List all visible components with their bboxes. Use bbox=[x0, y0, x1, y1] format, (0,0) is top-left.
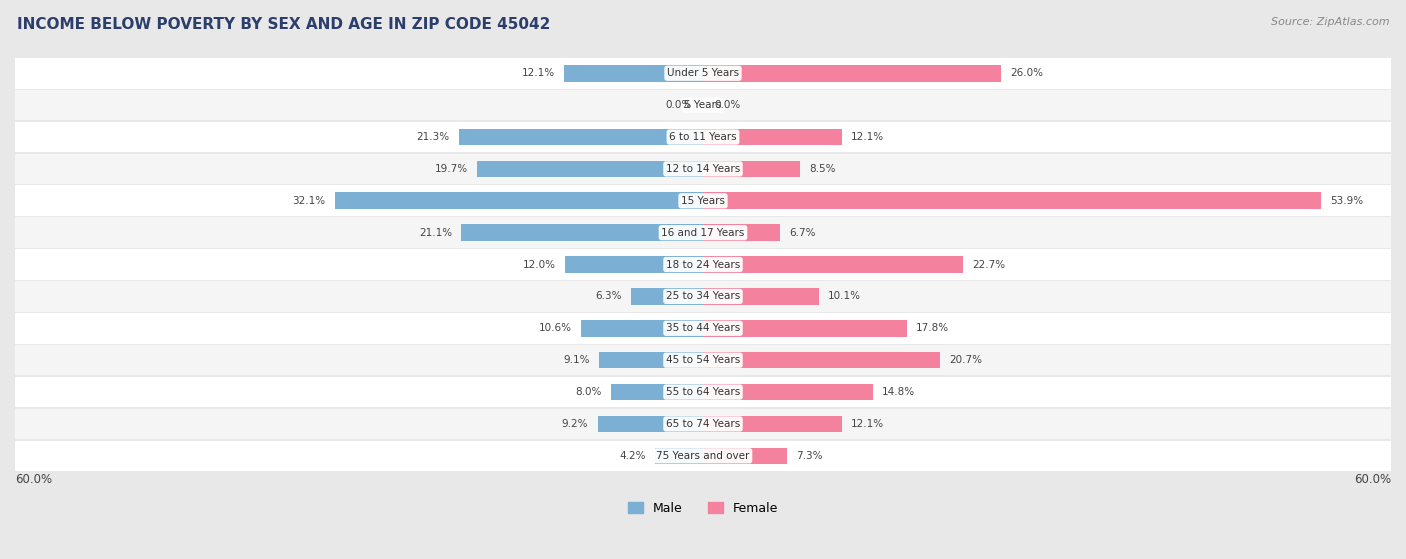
Bar bbox=[565, 256, 703, 273]
Bar bbox=[703, 448, 787, 464]
Bar bbox=[15, 440, 1391, 471]
Text: 6 to 11 Years: 6 to 11 Years bbox=[669, 132, 737, 142]
Text: 18 to 24 Years: 18 to 24 Years bbox=[666, 259, 740, 269]
Text: 45 to 54 Years: 45 to 54 Years bbox=[666, 355, 740, 365]
Text: 12 to 14 Years: 12 to 14 Years bbox=[666, 164, 740, 174]
Bar bbox=[15, 154, 1391, 184]
Text: 0.0%: 0.0% bbox=[714, 100, 741, 110]
Bar bbox=[703, 416, 842, 432]
Text: 65 to 74 Years: 65 to 74 Years bbox=[666, 419, 740, 429]
Text: 20.7%: 20.7% bbox=[949, 355, 983, 365]
Bar bbox=[15, 345, 1391, 376]
Bar bbox=[703, 352, 941, 368]
Text: 0.0%: 0.0% bbox=[665, 100, 692, 110]
Text: 12.1%: 12.1% bbox=[851, 419, 884, 429]
Text: 8.5%: 8.5% bbox=[810, 164, 837, 174]
Legend: Male, Female: Male, Female bbox=[628, 502, 778, 515]
Bar bbox=[703, 160, 800, 177]
Text: 9.1%: 9.1% bbox=[562, 355, 589, 365]
Text: INCOME BELOW POVERTY BY SEX AND AGE IN ZIP CODE 45042: INCOME BELOW POVERTY BY SEX AND AGE IN Z… bbox=[17, 17, 550, 32]
Bar bbox=[703, 129, 842, 145]
Text: 75 Years and over: 75 Years and over bbox=[657, 451, 749, 461]
Bar bbox=[703, 320, 907, 337]
Text: 15 Years: 15 Years bbox=[681, 196, 725, 206]
Text: 8.0%: 8.0% bbox=[575, 387, 602, 397]
Text: 26.0%: 26.0% bbox=[1011, 68, 1043, 78]
Text: 6.7%: 6.7% bbox=[789, 228, 815, 238]
Text: 6.3%: 6.3% bbox=[595, 291, 621, 301]
Bar bbox=[703, 192, 1322, 209]
Text: 12.1%: 12.1% bbox=[522, 68, 555, 78]
Bar bbox=[655, 448, 703, 464]
Bar bbox=[703, 65, 1001, 82]
Text: 21.3%: 21.3% bbox=[416, 132, 450, 142]
Text: 60.0%: 60.0% bbox=[1354, 473, 1391, 486]
Text: 35 to 44 Years: 35 to 44 Years bbox=[666, 323, 740, 333]
Text: 53.9%: 53.9% bbox=[1330, 196, 1364, 206]
Text: 60.0%: 60.0% bbox=[15, 473, 52, 486]
Text: 17.8%: 17.8% bbox=[917, 323, 949, 333]
Text: Source: ZipAtlas.com: Source: ZipAtlas.com bbox=[1271, 17, 1389, 27]
Text: 55 to 64 Years: 55 to 64 Years bbox=[666, 387, 740, 397]
Text: 10.1%: 10.1% bbox=[828, 291, 860, 301]
Bar bbox=[15, 313, 1391, 344]
Text: 10.6%: 10.6% bbox=[540, 323, 572, 333]
Bar bbox=[703, 256, 963, 273]
Bar bbox=[458, 129, 703, 145]
Text: 32.1%: 32.1% bbox=[292, 196, 326, 206]
Bar bbox=[477, 160, 703, 177]
Bar bbox=[564, 65, 703, 82]
Bar bbox=[703, 384, 873, 400]
Bar bbox=[582, 320, 703, 337]
Bar bbox=[15, 377, 1391, 408]
Bar bbox=[335, 192, 703, 209]
Bar bbox=[15, 249, 1391, 280]
Bar bbox=[15, 122, 1391, 152]
Bar bbox=[15, 281, 1391, 312]
Bar bbox=[15, 217, 1391, 248]
Bar bbox=[461, 224, 703, 241]
Text: 14.8%: 14.8% bbox=[882, 387, 915, 397]
Text: 25 to 34 Years: 25 to 34 Years bbox=[666, 291, 740, 301]
Text: 16 and 17 Years: 16 and 17 Years bbox=[661, 228, 745, 238]
Bar bbox=[703, 288, 818, 305]
Bar bbox=[598, 416, 703, 432]
Bar bbox=[15, 90, 1391, 120]
Bar bbox=[631, 288, 703, 305]
Text: 12.0%: 12.0% bbox=[523, 259, 557, 269]
Bar bbox=[15, 186, 1391, 216]
Text: 21.1%: 21.1% bbox=[419, 228, 451, 238]
Text: 12.1%: 12.1% bbox=[851, 132, 884, 142]
Text: 9.2%: 9.2% bbox=[562, 419, 588, 429]
Text: 5 Years: 5 Years bbox=[685, 100, 721, 110]
Bar bbox=[15, 409, 1391, 439]
Text: 7.3%: 7.3% bbox=[796, 451, 823, 461]
Bar bbox=[15, 58, 1391, 88]
Text: Under 5 Years: Under 5 Years bbox=[666, 68, 740, 78]
Text: 19.7%: 19.7% bbox=[434, 164, 468, 174]
Bar bbox=[612, 384, 703, 400]
Bar bbox=[599, 352, 703, 368]
Bar bbox=[703, 224, 780, 241]
Text: 22.7%: 22.7% bbox=[973, 259, 1005, 269]
Text: 4.2%: 4.2% bbox=[619, 451, 645, 461]
